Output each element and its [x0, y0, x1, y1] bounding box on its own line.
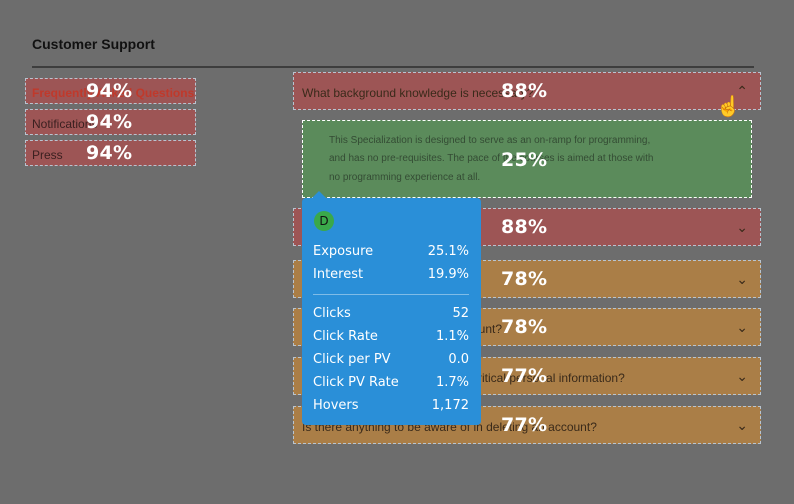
metric-row-click-pv-rate: Click PV Rate 1.7% [313, 375, 469, 393]
metric-label: Click Rate [313, 329, 378, 344]
chevron-down-icon: ⌄ [736, 271, 748, 287]
header-divider [32, 66, 754, 68]
metric-label: Click PV Rate [313, 375, 399, 390]
metric-row-interest: Interest 19.9% [313, 267, 469, 285]
metric-value: 52 [452, 306, 469, 321]
heatmap-percentage: 94% [86, 142, 133, 164]
accordion-question: What background knowledge is necessary? [302, 86, 534, 100]
metric-value: 0.0 [448, 352, 469, 367]
tooltip-separator [313, 294, 469, 295]
accordion-item-background-knowledge[interactable]: What background knowledge is necessary? … [293, 72, 761, 110]
metric-value: 25.1% [427, 244, 469, 259]
chevron-down-icon: ⌄ [736, 319, 748, 335]
heatmap-percentage: 77% [501, 365, 548, 387]
metric-row-click-per-pv: Click per PV 0.0 [313, 352, 469, 370]
heatmap-percentage: 88% [501, 216, 548, 238]
answer-line: no programming experience at all. [329, 172, 481, 183]
metric-value: 1.1% [435, 329, 469, 344]
accordion-question: critical personal information? [472, 371, 625, 385]
metric-label: Clicks [313, 306, 351, 321]
metric-label: Interest [313, 267, 364, 282]
sidebar-item-notifications[interactable]: Notifications 94% [25, 109, 196, 135]
element-badge: D [314, 211, 334, 231]
accordion-answer: This Specialization is designed to serve… [302, 120, 752, 198]
heatmap-percentage: 77% [501, 414, 548, 436]
page-title: Customer Support [32, 36, 155, 52]
answer-line: and has no pre-requisites. The pace of t… [329, 153, 654, 164]
chevron-down-icon: ⌄ [736, 417, 748, 433]
metric-label: Hovers [313, 398, 359, 413]
sidebar-item-press[interactable]: Press 94% [25, 140, 196, 166]
hand-pointer-icon: ☝ [716, 96, 741, 118]
answer-line: This Specialization is designed to serve… [329, 135, 651, 146]
chevron-up-icon: ⌃ [736, 83, 748, 99]
sidebar-item-label: Press [32, 148, 63, 162]
sidebar-item-faq[interactable]: Frequently Asked Questions 94% [25, 78, 196, 104]
metric-value: 1,172 [431, 398, 469, 413]
metric-value: 19.9% [427, 267, 469, 282]
sidebar-item-label: Notifications [32, 117, 98, 131]
heatmap-percentage: 94% [86, 80, 133, 102]
metric-row-hovers: Hovers 1,172 [313, 398, 469, 416]
metric-row-click-rate: Click Rate 1.1% [313, 329, 469, 347]
metric-label: Click per PV [313, 352, 391, 367]
metric-value: 1.7% [435, 375, 469, 390]
metric-row-exposure: Exposure 25.1% [313, 244, 469, 262]
heatmap-percentage: 78% [501, 268, 548, 290]
metric-row-clicks: Clicks 52 [313, 306, 469, 324]
metric-label: Exposure [313, 244, 374, 259]
heatmap-percentage: 25% [501, 149, 548, 171]
heatmap-percentage: 94% [86, 111, 133, 133]
tooltip-arrow [312, 191, 326, 198]
chevron-down-icon: ⌄ [736, 219, 748, 235]
heatmap-percentage: 78% [501, 316, 548, 338]
chevron-down-icon: ⌄ [736, 368, 748, 384]
sidebar-item-label: Frequently Asked Questions [32, 86, 195, 100]
heatmap-percentage: 88% [501, 80, 548, 102]
metrics-tooltip: D Exposure 25.1% Interest 19.9% Clicks 5… [302, 191, 481, 425]
